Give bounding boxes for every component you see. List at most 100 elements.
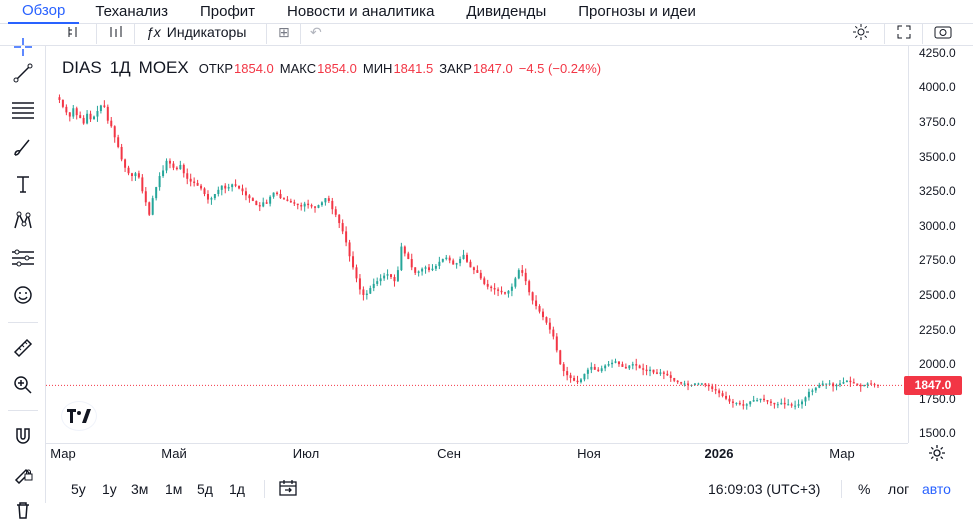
range-5y[interactable]: 5y [71, 481, 86, 497]
candle-body [590, 366, 593, 370]
compare-icon[interactable] [108, 22, 124, 42]
candle-body [507, 290, 510, 294]
candle-body [849, 380, 852, 383]
candle-body [490, 286, 493, 289]
range-1y[interactable]: 1y [102, 481, 117, 497]
brush-icon[interactable] [8, 132, 38, 162]
candle-body [655, 372, 658, 374]
candle-body [614, 361, 617, 363]
text-tool-icon[interactable] [8, 169, 38, 199]
trash-icon[interactable] [8, 495, 38, 525]
candle-body [476, 270, 479, 273]
fullscreen-icon[interactable] [896, 22, 912, 42]
price-tick: 1500.0 [919, 426, 956, 441]
candle-body [99, 105, 102, 112]
clock-text[interactable]: 16:09:03 (UTC+3) [708, 481, 821, 497]
candle-body [134, 173, 137, 177]
candle-body [486, 283, 489, 287]
candle-body [345, 231, 348, 243]
legend-close-value: 1847.0 [472, 61, 513, 76]
candle-body [745, 404, 748, 406]
price-chart[interactable] [46, 46, 908, 443]
toolbar-divider [922, 24, 923, 44]
candle-body [348, 242, 351, 257]
auto-toggle[interactable]: авто [922, 481, 951, 497]
candle-body [718, 390, 721, 394]
candle-body [400, 246, 403, 271]
candle-body [144, 191, 147, 203]
candle-body [863, 384, 866, 387]
tab-dividends[interactable]: Дивиденды [466, 2, 547, 20]
toolbar-divider [96, 24, 97, 44]
candle-body [282, 198, 285, 200]
tradingview-logo[interactable] [62, 402, 96, 430]
percent-toggle[interactable]: % [858, 481, 871, 497]
candle-body [687, 383, 690, 385]
candle-body [493, 288, 496, 290]
legend-exchange: MOEX [138, 58, 189, 77]
date-range-icon[interactable] [278, 479, 298, 497]
candle-body [452, 260, 455, 265]
crosshair-icon[interactable] [8, 32, 38, 62]
candle-body [186, 173, 189, 179]
emoji-icon[interactable] [8, 280, 38, 310]
candle-body [673, 377, 676, 381]
log-toggle[interactable]: лог [888, 481, 910, 497]
candle-body [89, 113, 92, 120]
forecast-icon[interactable] [8, 243, 38, 273]
axis-settings-icon[interactable] [928, 444, 946, 462]
chart-type-icon[interactable] [66, 22, 80, 42]
indicators-button[interactable]: ƒx Индикаторы [146, 22, 246, 42]
candle-body [600, 368, 603, 372]
ruler-icon[interactable] [8, 333, 38, 363]
range-1d[interactable]: 1д [229, 481, 245, 497]
candle-body [535, 300, 538, 307]
candle-body [635, 364, 638, 366]
range-1m[interactable]: 1м [165, 481, 183, 497]
time-axis[interactable]: Мар Май Июл Сен Ноя 2026 Мар [46, 443, 908, 465]
tab-news[interactable]: Новости и аналитика [287, 2, 435, 20]
range-5d[interactable]: 5д [197, 481, 213, 497]
undo-icon[interactable]: ↶ [310, 23, 322, 40]
zoom-in-icon[interactable] [8, 370, 38, 400]
settings-icon[interactable] [852, 22, 870, 42]
candle-body [206, 194, 209, 200]
legend-symbol[interactable]: DIAS [62, 58, 102, 77]
toolbar-divider [300, 24, 301, 44]
candle-body [628, 365, 631, 369]
candle-body [272, 192, 275, 197]
candle-body [182, 164, 185, 174]
range-3m[interactable]: 3м [131, 481, 149, 497]
tab-profit[interactable]: Профит [199, 2, 256, 20]
price-axis[interactable]: 4250.0 4000.0 3750.0 3500.0 3250.0 3000.0 2750… [908, 46, 973, 443]
candle-body [659, 372, 662, 374]
candle-body [286, 199, 289, 201]
candle-body [783, 402, 786, 405]
legend-interval[interactable]: 1Д [109, 58, 131, 77]
pattern-icon[interactable] [8, 206, 38, 236]
bottom-divider [264, 480, 265, 498]
candle-body [752, 400, 755, 402]
candle-body [531, 292, 534, 301]
lock-drawings-icon[interactable] [8, 458, 38, 488]
tab-overview[interactable]: Обзор [8, 0, 80, 24]
magnet-icon[interactable] [8, 421, 38, 451]
fib-retracement-icon[interactable] [8, 95, 38, 125]
candle-body [106, 106, 109, 121]
candle-body [148, 202, 151, 215]
candle-body [179, 164, 182, 170]
tv-logo-icon [67, 409, 91, 423]
tab-forecasts[interactable]: Прогнозы и идеи [578, 2, 696, 20]
candle-body [497, 289, 500, 291]
legend-low-value: 1841.5 [393, 61, 434, 76]
candle-body [103, 105, 106, 107]
price-tick: 3000.0 [919, 218, 956, 233]
candle-body [866, 383, 869, 385]
tab-technical-analysis[interactable]: Теханализ [95, 2, 168, 20]
templates-icon[interactable]: ⊞ [278, 23, 290, 40]
trend-line-icon[interactable] [8, 58, 38, 88]
candle-body [231, 184, 234, 188]
camera-icon[interactable] [934, 22, 952, 42]
candle-body [472, 267, 475, 271]
candle-body [424, 267, 427, 269]
